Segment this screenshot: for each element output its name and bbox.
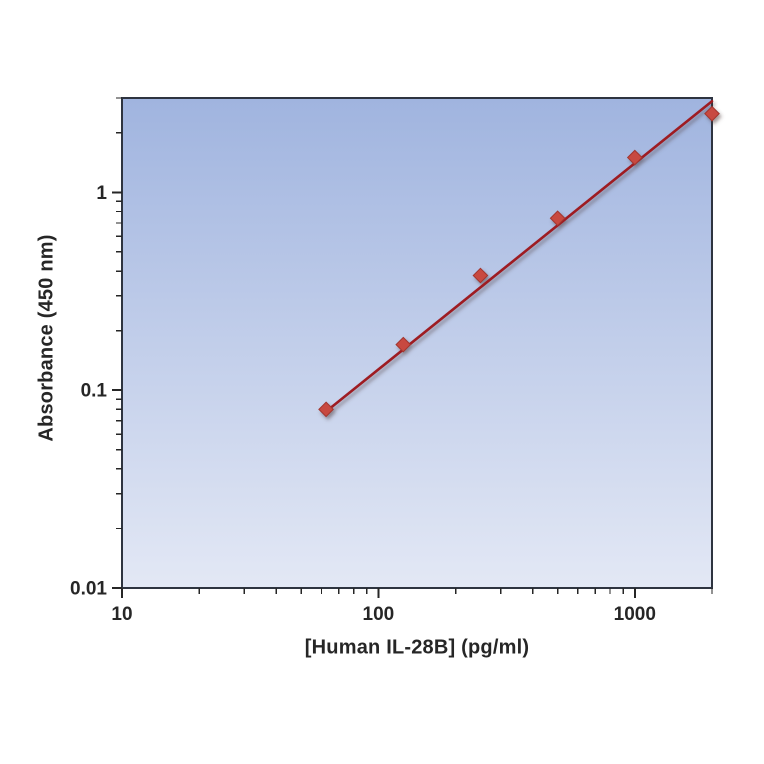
y-tick-label: 1 <box>96 183 107 204</box>
data-point-marker <box>395 336 412 353</box>
x-axis-title: [Human IL-28B] (pg/ml) <box>304 636 530 659</box>
y-axis-title: Absorbance (450 nm) <box>35 234 58 442</box>
axis-ticks <box>112 97 713 598</box>
y-tick-label: 0.01 <box>70 579 107 600</box>
x-tick-label: 100 <box>363 604 395 625</box>
data-point-marker <box>472 267 489 284</box>
data-point-marker <box>626 149 643 166</box>
y-tick-label: 0.1 <box>81 381 108 402</box>
x-tick-label: 10 <box>111 604 132 625</box>
data-point-marker <box>318 401 334 418</box>
data-point-marker <box>704 105 720 122</box>
data-point-marker <box>549 210 566 227</box>
x-tick-label: 1000 <box>614 604 656 625</box>
trend-line <box>324 99 714 413</box>
series-group <box>318 99 720 418</box>
